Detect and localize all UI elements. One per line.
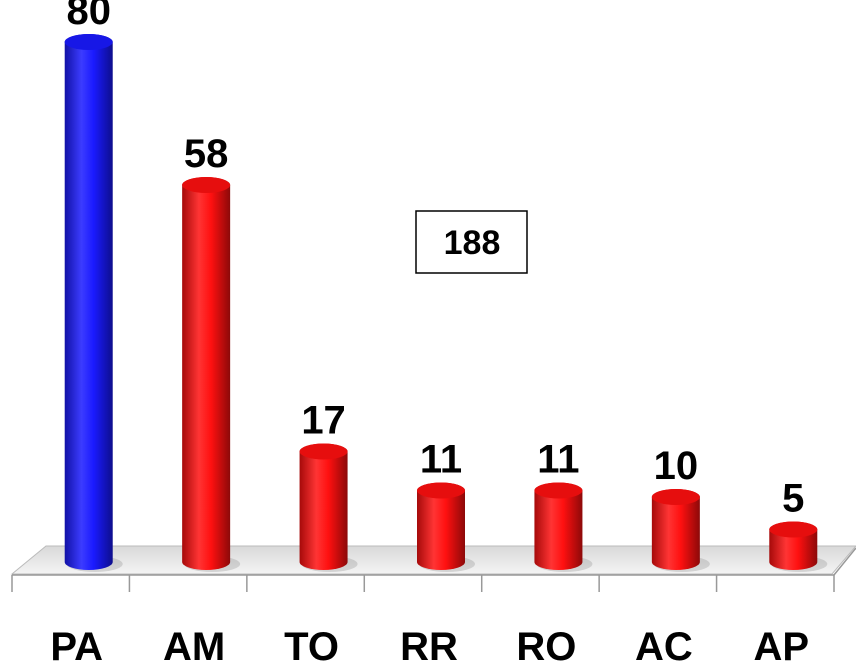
x-tick-label: TO	[284, 625, 339, 666]
axis-line	[833, 547, 856, 576]
annotation-box	[415, 210, 528, 274]
x-tick-label: AP	[753, 625, 809, 666]
x-tick-label: AM	[163, 625, 225, 666]
value-label: 5	[782, 477, 804, 521]
value-label: 17	[301, 399, 346, 443]
bar-cap	[534, 482, 583, 499]
bar-cap	[299, 443, 348, 460]
value-label: 11	[537, 438, 579, 482]
bar	[299, 443, 348, 570]
ticks	[11, 575, 835, 592]
value-label: 80	[66, 0, 111, 33]
x-tick-label: RO	[516, 625, 576, 666]
bar	[64, 34, 113, 570]
x-tick-label: RR	[400, 625, 458, 666]
bar-cap	[651, 489, 700, 505]
bar-cap	[417, 482, 465, 499]
bar	[534, 482, 583, 570]
bar-cap	[769, 521, 818, 538]
bar	[651, 489, 700, 570]
bar	[417, 482, 465, 570]
bar-cap	[64, 34, 113, 50]
bar	[182, 177, 231, 570]
annotation: 188	[444, 224, 501, 262]
x-tick-label: AC	[635, 625, 693, 666]
value-label: 10	[654, 444, 699, 488]
x-tick-label: PA	[50, 625, 103, 666]
value-label: 58	[184, 132, 229, 176]
bar-cap	[182, 177, 231, 193]
value-label: 11	[420, 438, 462, 482]
